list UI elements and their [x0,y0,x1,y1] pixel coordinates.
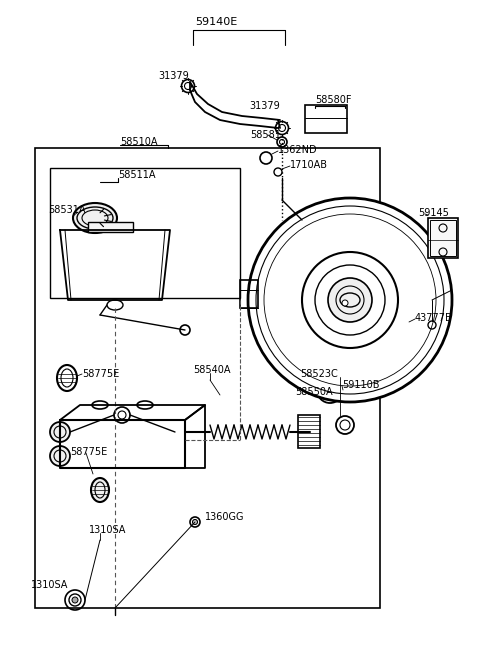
Text: 1362ND: 1362ND [278,145,318,155]
Text: 58523C: 58523C [300,369,338,379]
Bar [240,280,258,308]
Circle shape [248,198,452,402]
Text: 58580F: 58580F [315,95,351,105]
Text: 1310SA: 1310SA [89,525,126,535]
Text: 43777B: 43777B [415,313,453,323]
Ellipse shape [91,478,109,502]
Circle shape [50,422,70,442]
Circle shape [72,597,78,603]
Circle shape [328,278,372,322]
Circle shape [342,300,348,306]
Text: 59145: 59145 [418,208,449,218]
Text: 58510A: 58510A [120,137,157,147]
Bar [428,218,458,258]
Bar [430,220,456,256]
Circle shape [50,446,70,466]
Text: 58775E: 58775E [70,447,107,457]
Text: 58581: 58581 [250,130,281,140]
Text: 31379: 31379 [249,101,280,111]
Text: 31379: 31379 [158,71,189,81]
Bar [88,222,133,232]
Text: 59110B: 59110B [342,380,380,390]
Text: 1360GG: 1360GG [205,512,244,522]
Text: 58775E: 58775E [82,369,119,379]
Text: 1710AB: 1710AB [290,160,328,170]
Text: 1310SA: 1310SA [31,580,68,590]
Circle shape [276,121,288,134]
Bar [50,168,240,298]
Circle shape [181,79,194,92]
Bar [305,105,347,133]
Text: 59140E: 59140E [195,17,237,27]
Circle shape [192,520,197,525]
Ellipse shape [73,203,117,233]
Bar [35,148,380,608]
Text: 58531A: 58531A [48,205,85,215]
Bar [298,415,320,448]
Text: 58550A: 58550A [295,387,333,397]
Text: 58511A: 58511A [118,170,156,180]
Text: 58540A: 58540A [193,365,230,375]
